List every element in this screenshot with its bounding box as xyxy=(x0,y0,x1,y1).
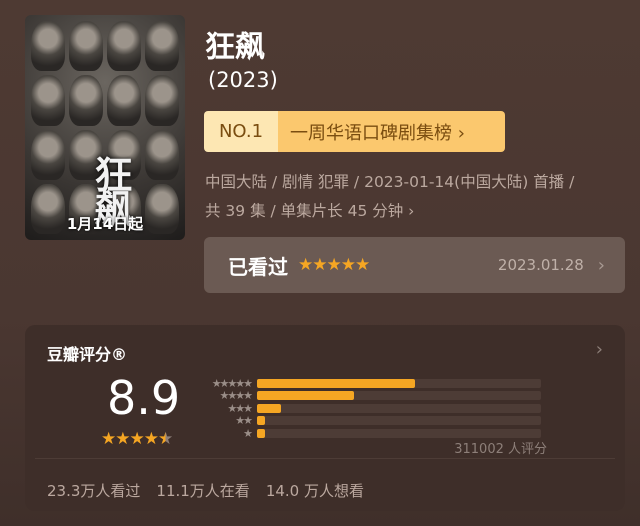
meta-line-2: 共 39 集 / 单集片长 45 分钟 › xyxy=(205,202,415,220)
watched-status-button[interactable]: 已看过 ★★★★★ 2023.01.28 › xyxy=(204,237,625,293)
rating-stars-icon: ★★★★★ xyxy=(101,429,174,449)
stat-watching[interactable]: 11.1万人在看 xyxy=(156,482,250,500)
dist-row-5: ★★★★★ xyxy=(197,377,541,390)
watched-date: 2023.01.28 xyxy=(497,256,584,274)
poster-date: 1月14日起 xyxy=(66,215,144,233)
year: (2023) xyxy=(208,68,278,92)
rank-number: NO.1 xyxy=(204,111,278,152)
rank-label: 一周华语口碑剧集榜 › xyxy=(278,111,505,152)
rank-badge[interactable]: NO.1 一周华语口碑剧集榜 › xyxy=(204,111,505,152)
dist-bar-2 xyxy=(257,416,265,426)
watched-label: 已看过 xyxy=(228,254,288,279)
dist-row-4: ★★★★ xyxy=(197,389,541,403)
dist-bar-1 xyxy=(257,428,265,438)
stat-want[interactable]: 14.0 万人想看 xyxy=(265,482,364,500)
five-star-icon: ★★★★★ xyxy=(211,376,253,390)
poster-title: 狂飙 xyxy=(88,155,132,223)
rating-score: 8.9 xyxy=(107,371,181,425)
page-title: 狂飙 xyxy=(205,30,265,65)
audience-stats: 23.3万人看过 11.1万人在看 14.0 万人想看 xyxy=(47,480,364,501)
two-star-icon: ★★ xyxy=(235,414,253,428)
four-star-icon: ★★★★ xyxy=(219,389,253,403)
meta-line-1: 中国大陆 / 剧情 犯罪 / 2023-01-14(中国大陆) 首播 / xyxy=(205,173,575,191)
show-meta[interactable]: 中国大陆 / 剧情 犯罪 / 2023-01-14(中国大陆) 首播 / 共 3… xyxy=(205,168,625,226)
dist-bar-3 xyxy=(257,403,282,413)
dist-row-3: ★★★ xyxy=(197,402,541,415)
chevron-right-icon: › xyxy=(597,254,605,276)
rating-count: 311002 人评分 xyxy=(454,442,547,457)
rating-distribution: ★★★★★ ★★★★ ★★★ ★★ ★ xyxy=(197,377,541,440)
three-star-icon: ★★★ xyxy=(227,401,253,415)
chevron-right-icon[interactable]: › xyxy=(595,339,603,360)
dist-bar-5 xyxy=(257,378,415,388)
divider xyxy=(35,458,615,459)
douban-rating-card[interactable]: 豆瓣评分® › 8.9 ★★★★★ ★★★★★ ★★★★ ★★★ ★★ ★ 31… xyxy=(25,325,625,511)
one-star-icon: ★ xyxy=(243,426,253,440)
poster-image[interactable]: 狂飙 1月14日起 xyxy=(25,15,185,240)
dist-bar-4 xyxy=(257,391,354,401)
dist-row-2: ★★ xyxy=(197,414,541,428)
cast-photo xyxy=(25,15,185,240)
stat-watched[interactable]: 23.3万人看过 xyxy=(47,482,141,500)
user-rating-stars-icon: ★★★★★ xyxy=(298,255,370,275)
dist-row-1: ★ xyxy=(197,427,541,440)
rating-header: 豆瓣评分® xyxy=(47,345,128,364)
